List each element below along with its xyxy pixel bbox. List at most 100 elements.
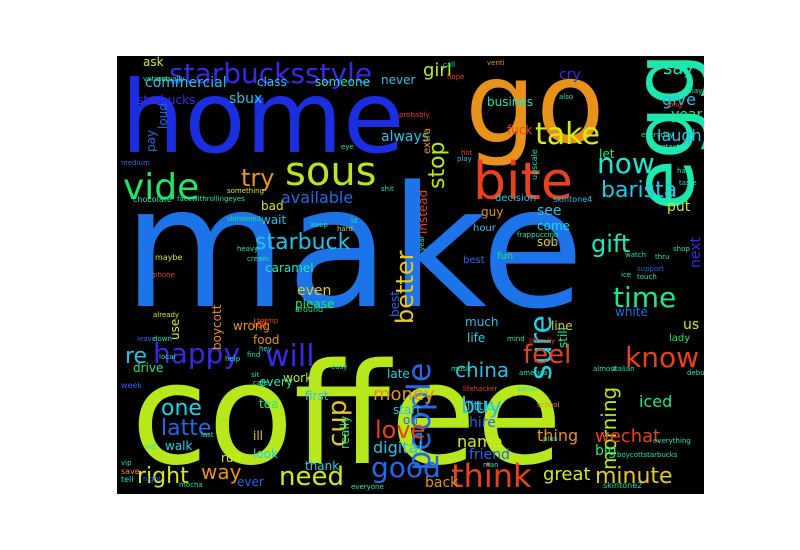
word-down: down bbox=[153, 335, 172, 343]
word-now: now bbox=[597, 147, 655, 180]
word-good: good bbox=[371, 451, 441, 484]
word-week: week bbox=[121, 381, 143, 390]
word-man: man bbox=[483, 461, 499, 469]
word-vide: vide bbox=[123, 167, 200, 208]
word-decision: decision bbox=[495, 193, 537, 204]
word-china: china bbox=[455, 358, 510, 382]
word-never: never bbox=[381, 73, 416, 87]
word-starbucks: starbucks bbox=[137, 93, 196, 107]
word-guy: guy bbox=[481, 205, 504, 219]
word-call: call bbox=[443, 61, 456, 69]
word-try: try bbox=[241, 164, 275, 192]
word-lady: lady bbox=[669, 333, 691, 344]
word-run: run bbox=[221, 451, 242, 465]
word-hey: hey bbox=[259, 345, 272, 353]
word-instead: instead bbox=[416, 190, 430, 235]
word-life: life bbox=[467, 331, 486, 345]
word-happy: happy bbox=[153, 337, 241, 370]
word-fun: fun bbox=[497, 251, 514, 262]
word-thank: thank bbox=[305, 459, 340, 473]
word-line: line bbox=[551, 319, 573, 333]
word-girl: girl bbox=[423, 60, 452, 81]
word-give: give bbox=[662, 90, 696, 109]
word-buy: buy bbox=[461, 394, 502, 419]
word-lifehacker: lifehacker bbox=[463, 385, 498, 393]
word-still: still bbox=[556, 327, 570, 348]
word-debut: debut bbox=[687, 369, 704, 377]
word-sous: sous bbox=[285, 149, 377, 195]
word-time: time bbox=[613, 281, 677, 314]
word-white: white bbox=[615, 305, 648, 319]
word-bite: bite bbox=[473, 152, 573, 212]
word-contact: contact bbox=[653, 143, 680, 151]
word-vip: vip bbox=[121, 459, 132, 467]
word-ice: ice bbox=[621, 271, 632, 279]
word-thing: thing bbox=[537, 426, 579, 445]
word-hire: hire bbox=[469, 415, 496, 431]
word-think: think bbox=[451, 457, 532, 494]
word-easy: easy bbox=[331, 363, 348, 371]
word-laugh: laugh bbox=[657, 126, 702, 145]
word-need: need bbox=[279, 462, 344, 492]
word-hate: hate bbox=[677, 167, 693, 175]
word-say: say bbox=[663, 58, 695, 79]
word-venti: venti bbox=[487, 59, 505, 67]
word-everyone: everyone bbox=[351, 483, 384, 491]
word-also: also bbox=[559, 93, 574, 101]
word-taste: taste bbox=[679, 179, 697, 187]
word-around: around bbox=[295, 305, 324, 314]
word-save: save bbox=[121, 467, 140, 476]
word-iced: iced bbox=[639, 392, 673, 411]
word-long: long bbox=[667, 101, 683, 109]
word-will: will bbox=[265, 339, 315, 374]
word-late: late bbox=[387, 367, 410, 381]
word-us: us bbox=[683, 317, 700, 333]
word-shop: shop bbox=[673, 245, 690, 253]
word-love: love bbox=[375, 416, 426, 444]
word-probably: probably bbox=[399, 111, 430, 119]
word-one: one bbox=[161, 396, 202, 421]
word-may: may bbox=[687, 87, 703, 95]
word-frappuccino: frappuccino bbox=[517, 231, 559, 239]
word-cloud: make coffee home go egg bite sous vide starbucks… bbox=[117, 56, 704, 494]
word-keep: keep bbox=[311, 221, 328, 229]
word-starbucksstyle: starbucksstyle bbox=[169, 57, 373, 90]
word-chocolate: chocolate bbox=[133, 195, 172, 204]
word-busines: busines bbox=[487, 95, 534, 109]
word-plus: plus bbox=[543, 435, 558, 443]
word-something: something bbox=[227, 187, 265, 195]
word-back: back bbox=[425, 475, 459, 491]
word-big: big bbox=[595, 443, 617, 459]
word-caramel: caramel bbox=[265, 261, 314, 275]
word-drive: drive bbox=[133, 361, 164, 375]
word-lol: lol bbox=[253, 317, 268, 331]
word-everything: everything bbox=[653, 437, 691, 445]
word-next: next bbox=[688, 236, 704, 268]
word-look: look bbox=[253, 447, 278, 461]
word-everyday: everyday bbox=[641, 131, 674, 139]
word-thru: thru bbox=[655, 253, 670, 261]
word-wechat: wechat bbox=[595, 426, 661, 447]
word-cream: cream bbox=[247, 255, 269, 263]
word-available: available bbox=[281, 188, 354, 207]
word-way: way bbox=[201, 460, 242, 484]
word-leave: leave bbox=[137, 335, 156, 343]
word-mind: mind bbox=[507, 335, 525, 343]
word-id: id bbox=[351, 217, 358, 225]
word-home: home bbox=[121, 59, 405, 176]
word-minute: minute bbox=[595, 464, 673, 489]
word-tell: tell bbox=[121, 475, 134, 484]
word-watch: watch bbox=[625, 251, 647, 259]
word-boycott: boycott bbox=[210, 304, 224, 351]
word-always: always bbox=[381, 129, 430, 145]
word-joy: joy bbox=[258, 269, 272, 288]
word-loud: loud bbox=[156, 102, 170, 129]
word-make: make bbox=[123, 150, 585, 346]
word-sob: sob bbox=[537, 235, 559, 249]
word-actually: actually bbox=[157, 75, 185, 83]
word-boycottstarbucks: boycottstarbucks bbox=[617, 451, 678, 459]
word-hard: hard bbox=[337, 225, 353, 233]
word-put: put bbox=[667, 199, 691, 215]
word-see: see bbox=[537, 203, 562, 219]
word-re: re bbox=[125, 344, 148, 369]
